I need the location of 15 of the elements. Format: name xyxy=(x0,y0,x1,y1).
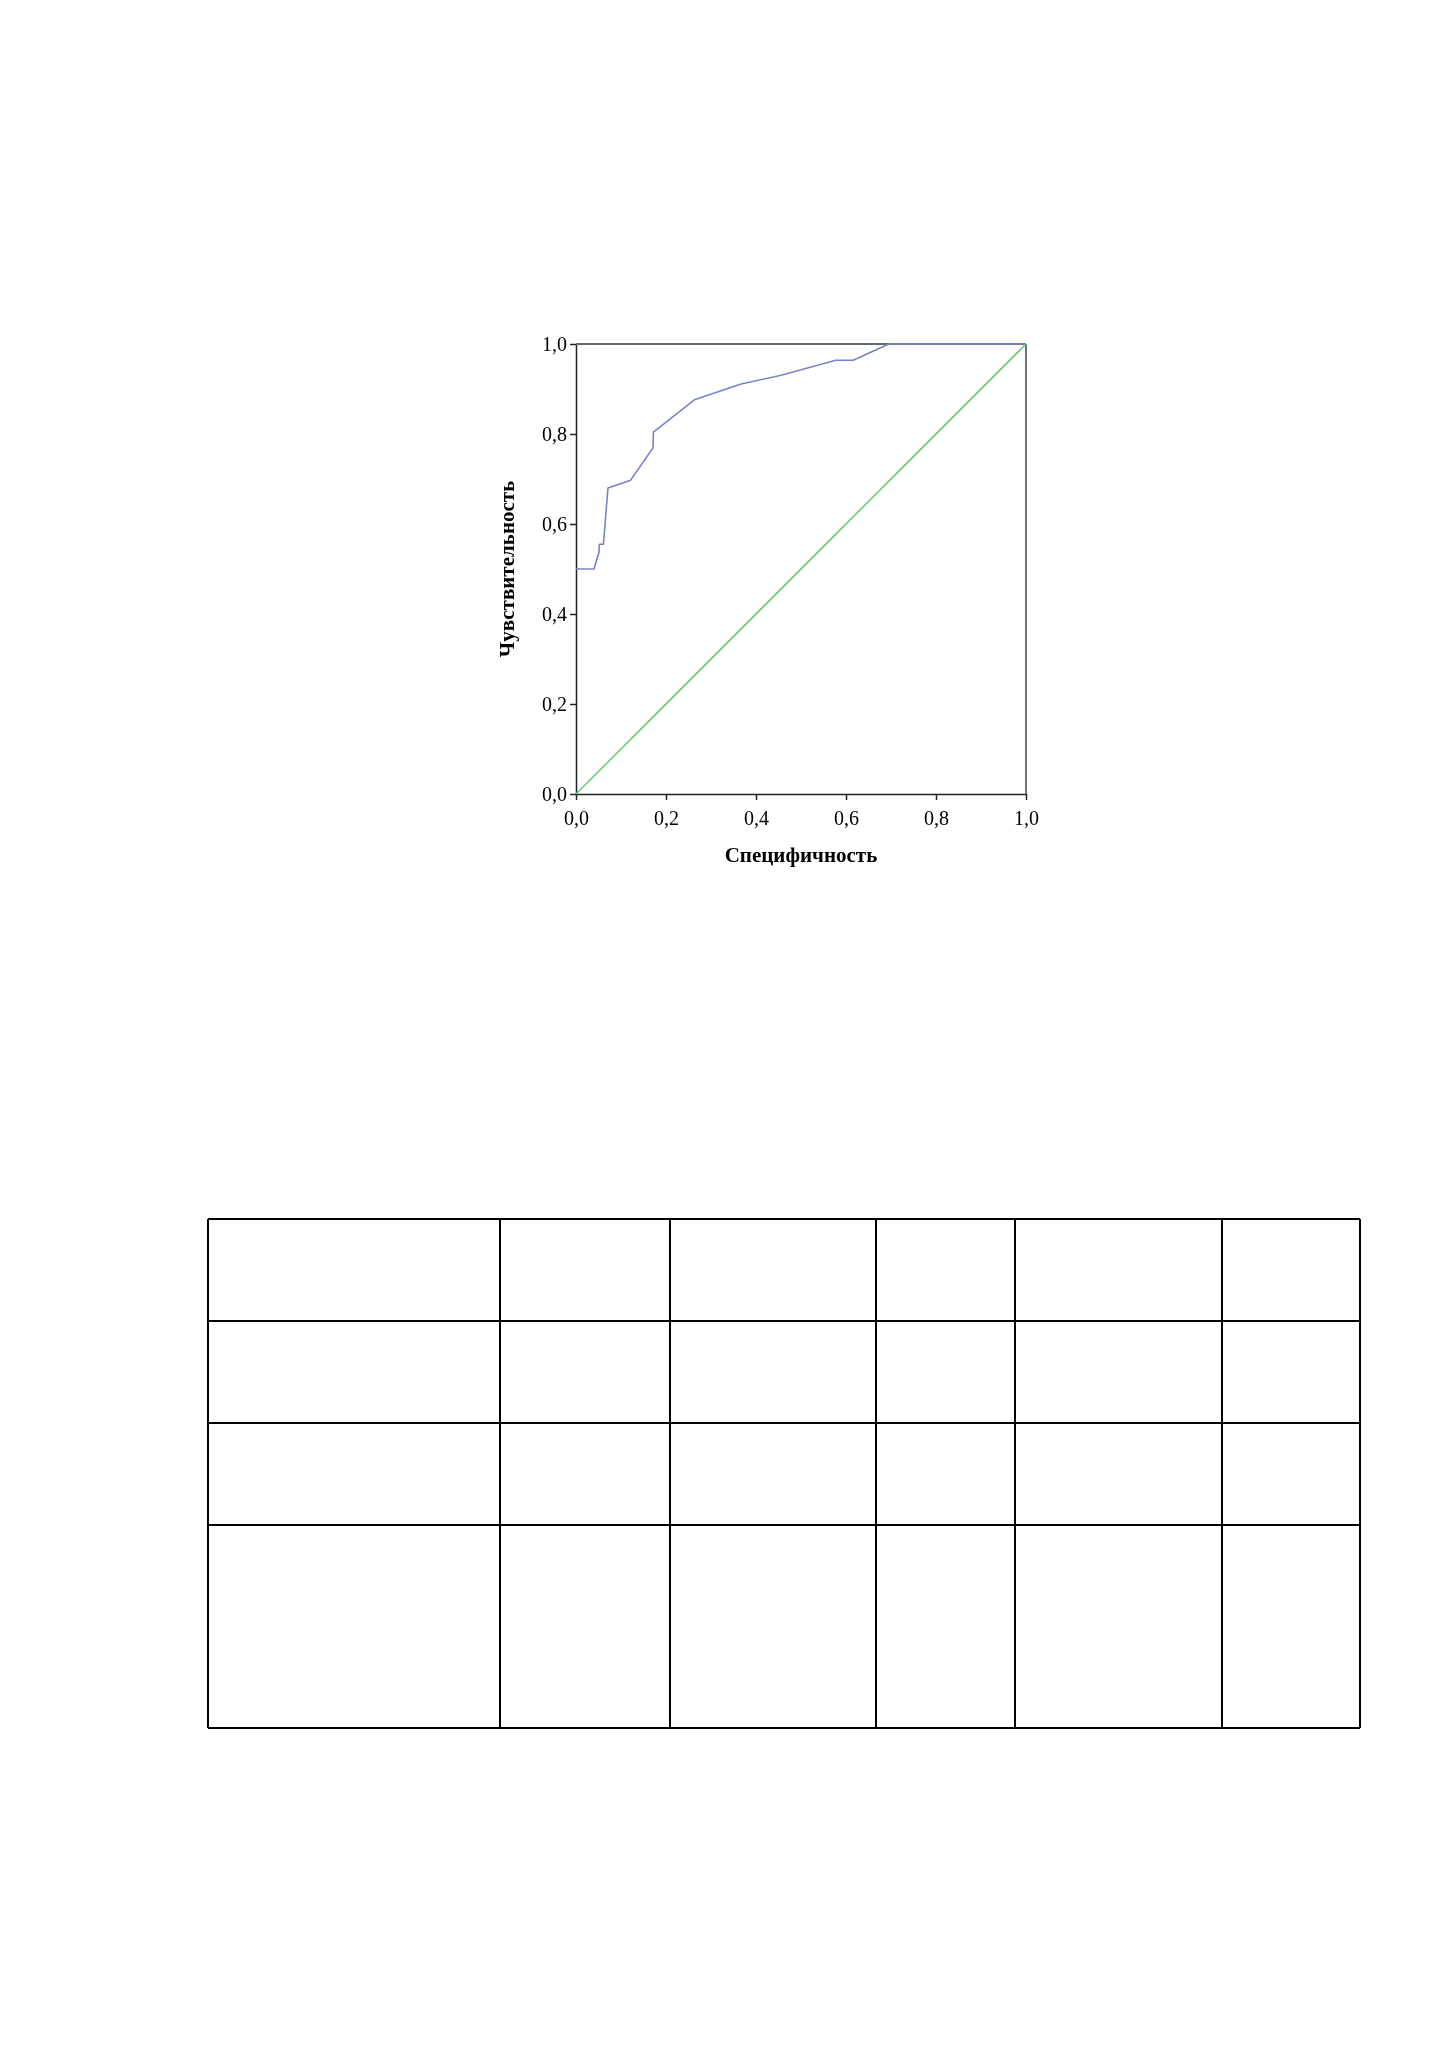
x-tick-label: 0,4 xyxy=(744,807,769,829)
x-tick-label: 1,0 xyxy=(1014,807,1039,829)
x-tick-label: 0,0 xyxy=(564,807,589,829)
x-tick-label: 0,2 xyxy=(654,807,679,829)
y-tick-label: 0,8 xyxy=(542,422,567,445)
y-axis-title: Чувствительность xyxy=(495,480,519,658)
y-tick-label: 0,4 xyxy=(542,602,567,625)
y-tick-label: 0,2 xyxy=(542,692,567,715)
line-series xyxy=(575,343,1027,570)
x-axis-title: Специфичность xyxy=(724,843,878,867)
y-tick-label: 0,6 xyxy=(542,512,567,535)
x-tick-label: 0,8 xyxy=(924,807,949,829)
x-tick-label: 0,6 xyxy=(834,807,859,829)
y-tick-label: 0,0 xyxy=(542,782,567,805)
y-tick-label: 1,0 xyxy=(542,332,567,355)
